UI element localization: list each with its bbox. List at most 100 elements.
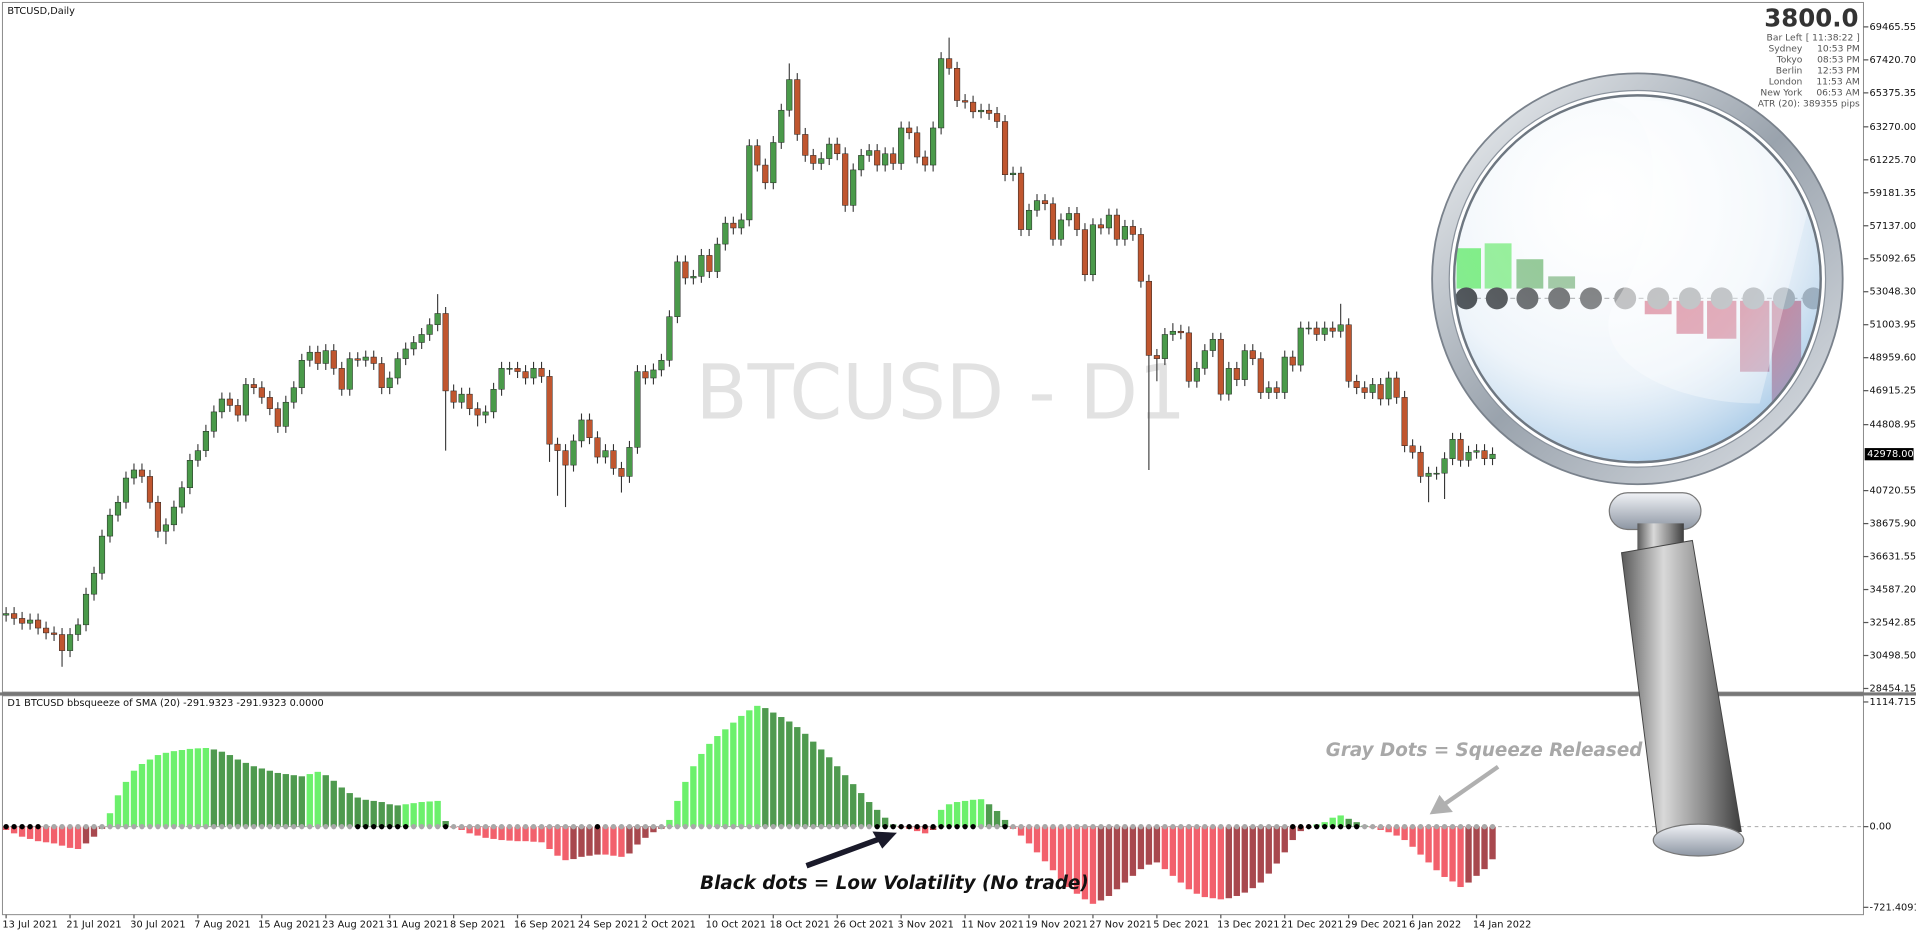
histogram-bar [370,800,377,827]
squeeze-dot [882,823,888,830]
squeeze-dot [1122,823,1128,830]
candle-body [11,613,18,619]
candle-body [66,634,74,651]
histogram-bar [1289,826,1296,841]
squeeze-dot [235,823,241,830]
candle-body [746,145,753,221]
squeeze-dot [1066,823,1072,830]
candle-body [98,535,106,574]
candle-body [43,627,50,634]
histogram-bar [818,749,825,827]
candle-body [154,501,162,532]
squeeze-dot [379,823,385,830]
arrow-head-gray [1429,794,1453,815]
histogram-bar [266,770,274,827]
candle-body [866,150,873,156]
histogram-bar [985,804,993,827]
histogram-bar [778,717,785,827]
squeeze-dot [778,823,784,830]
squeeze-dot [315,823,321,830]
squeeze-dot [1282,823,1288,830]
histogram-bar [690,766,697,827]
histogram-bar [858,793,865,827]
squeeze-dot [1369,823,1376,830]
candle-body [186,460,193,488]
histogram-bar [434,800,441,827]
squeeze-dot [363,823,369,830]
candle-body [714,243,721,272]
y-tick-label: 28454.15 [1870,683,1916,694]
histogram-bar [426,801,433,827]
candle-body [906,127,913,134]
histogram-bar [1113,826,1121,890]
info-value: 08:53 PM [1817,54,1860,65]
histogram-bar [674,800,681,827]
squeeze-dot [35,823,41,830]
squeeze-dot [562,823,569,830]
squeeze-dot [1082,823,1088,830]
candle-body [1121,226,1128,240]
candle-body [1065,213,1073,221]
squeeze-dot [1178,823,1184,830]
squeeze-dot [211,823,217,830]
squeeze-dot [323,823,329,830]
candle-body [490,389,497,413]
arrow-gray [1444,764,1500,806]
candle-body [1177,330,1184,334]
squeeze-dot [291,823,297,830]
squeeze-dot [714,823,721,830]
indicator-title: D1 BTCUSD bbsqueeze of SMA (20) -291.932… [7,698,323,709]
squeeze-dot [27,823,33,830]
squeeze-dot [978,823,984,830]
candle-body [466,393,473,409]
info-panel: Bar Left[ 11:38:22 ] Sydney 10:53 PM Tokyo 0… [1758,32,1860,109]
squeeze-dot [698,823,705,830]
squeeze-dot [770,823,776,830]
squeeze-dot [650,823,657,830]
candle-body [1001,121,1009,175]
info-value: 10:53 PM [1817,43,1860,54]
squeeze-dot [1441,823,1448,830]
y-tick-label: 69465.55 [1870,22,1916,33]
candle-body [370,356,377,364]
histogram-bar [738,715,745,827]
histogram-bar [1409,826,1416,847]
x-tick-label: 24 Sep 2021 [578,919,640,930]
histogram-bar [1217,826,1224,900]
candle-body [258,387,265,398]
histogram-bar [1129,826,1137,876]
squeeze-dot [674,823,681,830]
candle-body [194,450,201,461]
x-tick-label: 29 Dec 2021 [1345,919,1407,930]
y-tick-label: 51003.95 [1870,320,1916,331]
x-tick-label: 3 Nov 2021 [897,919,953,930]
histogram-bar [474,826,481,836]
candle-body [58,634,66,651]
squeeze-dot [570,823,577,830]
histogram-bar [770,712,777,827]
candle-body [858,155,865,171]
candle-body [426,324,433,335]
squeeze-dot [1050,823,1056,830]
histogram-bar [1145,826,1153,865]
histogram-bar [378,802,385,827]
candle-body [1289,356,1296,366]
candle-body [530,368,537,379]
candle-body [882,153,889,166]
candle-body [754,145,761,166]
candle-body [1337,324,1344,332]
histogram-bar [66,826,74,848]
squeeze-dot [850,823,856,830]
histogram-bar [1489,826,1496,860]
squeeze-dot [1361,823,1368,830]
histogram-bar [1441,826,1448,877]
histogram-bar [10,826,18,834]
candle-body [1449,439,1456,459]
histogram-bar [1337,815,1344,827]
candle-body [690,276,697,279]
histogram-bar [1089,826,1097,904]
squeeze-dot [1010,823,1016,830]
squeeze-dot [19,823,25,830]
squeeze-dot [1042,823,1048,830]
squeeze-dot [506,823,513,830]
